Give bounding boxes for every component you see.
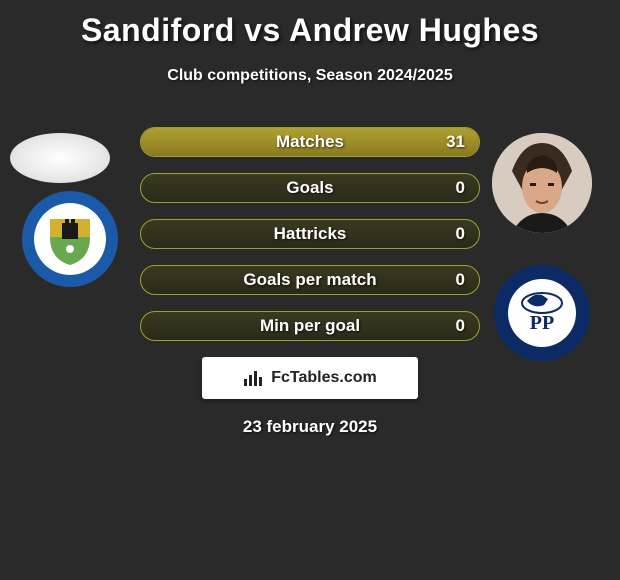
snapshot-date: 23 february 2025 [0,417,620,437]
stat-bar-min-per-goal: Min per goal 0 [140,311,480,341]
bars-icon [243,369,265,387]
page-title: Sandiford vs Andrew Hughes [0,0,620,49]
stat-bar-label: Matches [141,128,479,156]
club-crest-left [20,189,120,289]
source-logo-text: FcTables.com [271,369,377,387]
source-logo: FcTables.com [202,357,418,399]
stat-bar-label: Goals per match [141,266,479,294]
page-subtitle: Club competitions, Season 2024/2025 [0,67,620,85]
stat-bar-value-right: 0 [456,266,465,294]
stat-bar-hattricks: Hattricks 0 [140,219,480,249]
stat-bars: Matches 31 Goals 0 Hattricks 0 Goals per… [140,127,480,357]
stat-bar-goals-per-match: Goals per match 0 [140,265,480,295]
stat-bar-label: Hattricks [141,220,479,248]
player-right-photo [492,133,592,233]
stat-bar-value-right: 0 [456,174,465,202]
stat-bar-label: Min per goal [141,312,479,340]
comparison-panel: PP Matches 31 Goals 0 Hattricks 0 Goals … [0,127,620,457]
stat-bar-value-right: 0 [456,220,465,248]
club-crest-right: PP [492,263,592,363]
player-left-photo [10,133,110,183]
stat-bar-value-right: 31 [446,128,465,156]
svg-text:PP: PP [530,312,554,334]
stat-bar-value-right: 0 [456,312,465,340]
stat-bar-matches: Matches 31 [140,127,480,157]
stat-bar-label: Goals [141,174,479,202]
stat-bar-goals: Goals 0 [140,173,480,203]
